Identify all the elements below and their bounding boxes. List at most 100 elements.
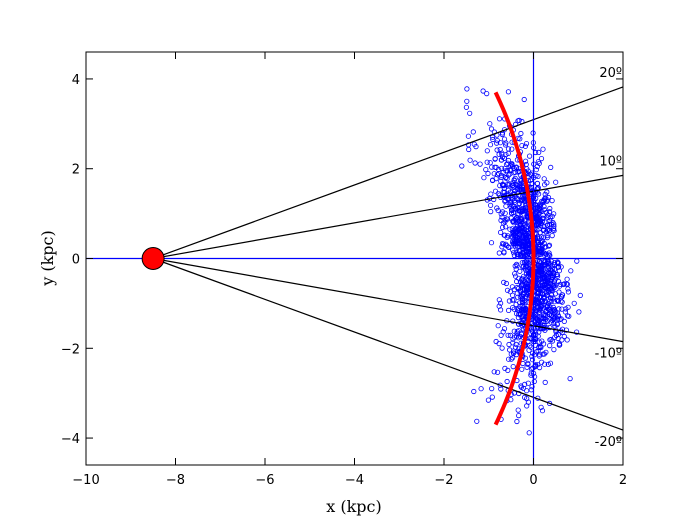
scatter-point	[541, 252, 548, 258]
scatter-point	[561, 333, 567, 340]
scatter-point	[547, 337, 553, 343]
scatter-point	[540, 351, 546, 357]
scatter-point	[478, 386, 484, 392]
scatter-point	[549, 338, 556, 344]
scatter-point	[521, 291, 527, 297]
scatter-point	[512, 271, 518, 277]
scatter-point	[509, 146, 515, 152]
scatter-point	[527, 171, 533, 177]
scatter-point	[511, 306, 517, 312]
x-tick-label: −2	[434, 473, 453, 488]
sun-marker	[141, 247, 165, 270]
scatter-point	[471, 388, 477, 395]
scatter-point	[519, 202, 526, 208]
scatter-point	[537, 343, 544, 350]
scatter-point	[539, 215, 546, 221]
scatter-point	[558, 298, 564, 304]
scatter-point	[535, 173, 541, 179]
scatter-point	[464, 98, 470, 104]
scatter-point	[504, 168, 510, 174]
scatter-point	[541, 240, 547, 246]
scatter-point	[528, 387, 534, 393]
scatter-point	[539, 208, 545, 215]
scatter-point	[512, 199, 518, 206]
scatter-point	[505, 157, 512, 164]
scatter-point	[470, 129, 476, 135]
scatter-point	[487, 142, 494, 148]
scatter-point	[494, 172, 500, 178]
scatter-point	[523, 299, 529, 305]
scatter-point	[525, 273, 532, 279]
scatter-point	[503, 140, 509, 146]
scatter-point	[541, 294, 547, 301]
scatter-point	[548, 295, 554, 301]
scatter-point	[553, 179, 559, 185]
scatter-point	[495, 207, 501, 213]
scatter-point	[565, 304, 571, 310]
scatter-point	[526, 153, 533, 159]
scatter-point	[549, 292, 555, 298]
scatter-point	[529, 353, 535, 359]
scatter-point	[537, 322, 543, 329]
scatter-point	[541, 282, 548, 288]
scatter-point	[515, 187, 521, 193]
scatter-point	[576, 309, 582, 315]
scatter-point	[498, 386, 504, 392]
scatter-point	[514, 237, 520, 243]
scatter-point	[521, 238, 528, 244]
scatter-point	[546, 298, 553, 304]
scatter-point	[533, 349, 540, 355]
scatter-point	[549, 266, 555, 272]
scatter-point	[563, 327, 570, 333]
scatter-point	[546, 265, 552, 271]
scatter-point	[515, 335, 522, 341]
x-tick-label: 0	[529, 473, 537, 488]
scatter-point	[544, 235, 550, 241]
scatter-point	[567, 375, 573, 382]
scatter-point	[519, 299, 526, 306]
scatter-point	[522, 158, 529, 164]
scatter-point	[521, 259, 527, 266]
scatter-point	[485, 170, 491, 177]
scatter-point	[505, 89, 511, 95]
scatter-point	[549, 275, 555, 281]
scatter-point	[477, 161, 483, 167]
scatter-point	[537, 263, 543, 269]
scatter-point	[489, 164, 495, 170]
scatter-point	[501, 326, 508, 332]
scatter-point	[527, 335, 533, 342]
scatter-point	[536, 221, 542, 227]
scatter-point	[564, 276, 570, 282]
scatter-point	[499, 241, 506, 247]
scatter-point	[484, 148, 490, 154]
scatter-point	[555, 260, 561, 267]
scatter-point	[539, 275, 545, 281]
y-tick-label: 4	[72, 73, 80, 88]
y-tick-label: 2	[72, 163, 80, 178]
scatter-point	[509, 161, 515, 167]
scatter-point	[512, 175, 518, 181]
scatter-point	[490, 136, 496, 143]
scatter-point	[459, 163, 465, 169]
scatter-point	[497, 140, 503, 146]
sightline--20	[152, 257, 624, 431]
scatter-point	[547, 342, 553, 349]
scatter-point	[513, 341, 519, 347]
scatter-point	[519, 366, 525, 372]
scatter-point	[492, 188, 499, 194]
scatter-point	[546, 270, 552, 276]
scatter-point	[541, 176, 547, 182]
scatter-point	[508, 356, 514, 362]
scatter-point	[540, 249, 546, 256]
scatter-point	[526, 261, 532, 267]
scatter-point	[549, 263, 556, 269]
y-tick-label: 0	[72, 253, 80, 268]
scatter-point	[547, 324, 553, 331]
scatter-point	[504, 378, 510, 385]
scatter-point	[564, 313, 571, 319]
x-tick-label: −8	[166, 473, 185, 488]
scatter-point	[496, 151, 502, 157]
scatter-point	[472, 160, 478, 166]
scatter-point	[540, 227, 547, 233]
scatter-point	[513, 278, 520, 285]
